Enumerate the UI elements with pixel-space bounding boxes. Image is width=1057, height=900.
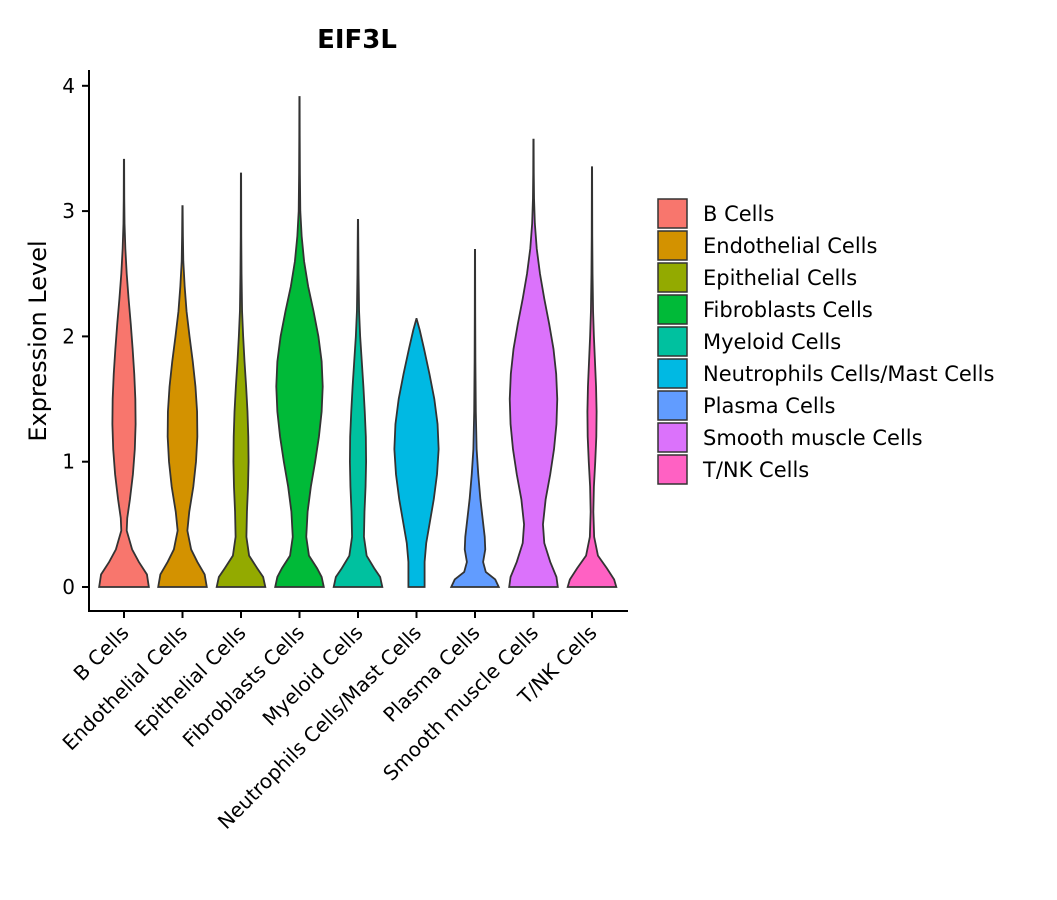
- legend-label: B Cells: [703, 202, 774, 226]
- legend-label: Neutrophils Cells/Mast Cells: [703, 362, 994, 386]
- y-tick-label: 2: [62, 324, 75, 348]
- chart-title: EIF3L: [317, 25, 397, 55]
- legend-key: [657, 262, 688, 293]
- legend-key: [657, 454, 688, 485]
- violin-endothelial-cells: [157, 205, 208, 588]
- violin-b-cells: [98, 158, 150, 588]
- legend-key: [657, 294, 688, 325]
- y-tick-label: 1: [62, 450, 75, 474]
- legend-key: [657, 358, 688, 389]
- legend-key: [657, 390, 688, 421]
- legend-label: T/NK Cells: [702, 458, 809, 482]
- legend-label: Fibroblasts Cells: [703, 298, 873, 322]
- y-axis-ticks: 0 1 2 3 4: [62, 74, 89, 599]
- plot-area: [98, 96, 618, 588]
- legend-key: [657, 198, 688, 229]
- legend-key: [657, 230, 688, 261]
- y-tick-label: 3: [62, 199, 75, 223]
- legend-label: Epithelial Cells: [703, 266, 857, 290]
- legend: B Cells Endothelial Cells Epithelial Cells…: [657, 198, 994, 485]
- legend-label: Smooth muscle Cells: [703, 426, 923, 450]
- y-tick-label: 0: [62, 575, 75, 599]
- y-axis-label: Expression Level: [24, 240, 52, 441]
- violin-smooth-muscle-cells: [508, 138, 559, 588]
- x-tick-label: Myeloid Cells: [258, 621, 368, 731]
- legend-label: Plasma Cells: [703, 394, 836, 418]
- violin-plasma-cells: [449, 249, 501, 588]
- violin-neutrophils-cells-mast-cells: [393, 317, 440, 588]
- violin-epithelial-cells: [215, 172, 267, 588]
- violin-myeloid-cells: [332, 218, 384, 588]
- legend-key: [657, 422, 688, 453]
- legend-label: Endothelial Cells: [703, 234, 877, 258]
- legend-key: [657, 326, 688, 357]
- y-tick-label: 4: [62, 74, 75, 98]
- legend-label: Myeloid Cells: [703, 330, 841, 354]
- violin-fibroblasts-cells: [274, 96, 325, 588]
- violin-t-nk-cells: [566, 166, 618, 588]
